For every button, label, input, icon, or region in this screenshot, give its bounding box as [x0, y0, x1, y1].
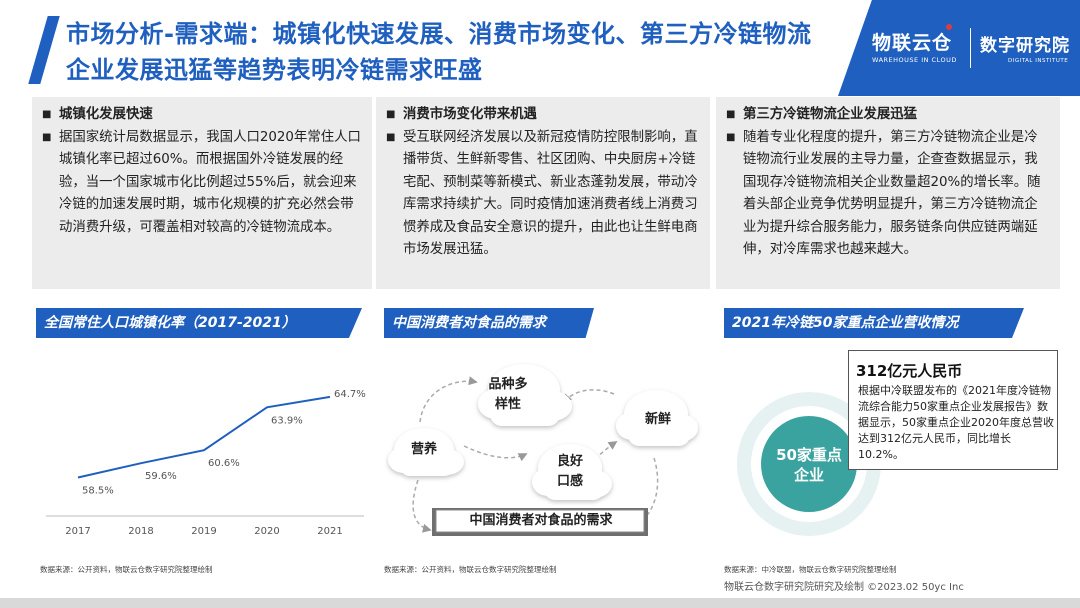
data-label: 58.5% — [82, 486, 114, 497]
cloud-label-nutrition: 营养 — [410, 442, 437, 457]
ring-inner — [761, 416, 857, 512]
cloud-label-variety-text: 品种多样性 — [488, 377, 528, 412]
panel-third-party: ■ 第三方冷链物流企业发展迅猛 ■ 随着专业化程度的提升，第三方冷链物流企业是冷链物… — [716, 97, 1060, 289]
brand-logo: 物联云仓 WAREHOUSE IN CLOUD 数字研究院 DIGITAL IN… — [838, 0, 1080, 96]
dashed-arrow — [419, 376, 478, 423]
logo-divider — [970, 28, 971, 68]
cloud-freshness — [616, 390, 698, 446]
series-line — [77, 395, 331, 479]
cloud-label-freshness: 新鲜 — [644, 412, 671, 427]
logo-dot-icon — [946, 24, 952, 30]
dashed-arrow — [412, 479, 432, 533]
revenue-text: 根据中冷联盟发布的《2021年度冷链物流综合能力50家重点企业发展报告》数据显示… — [858, 384, 1054, 461]
cloud-nutrition — [388, 428, 464, 476]
title-accent-bar — [28, 16, 60, 84]
source-note-food: 数据来源：公开资料，物联云仓数字研究院整理绘制 — [384, 565, 557, 574]
panel-body: 随着专业化程度的提升，第三方冷链物流企业是冷链物流行业发展的主导力量，企查查数据… — [743, 129, 1041, 258]
revenue-callout-box — [848, 350, 1058, 470]
urbanization-line-chart: 58.5% 2017 59.6% 2018 60.6% 2019 63.9% 2020 64.7… — [46, 389, 366, 537]
panel-body: 据国家统计局数据显示，我国人口2020年常住人口城镇化率已超过60%。而根据国外… — [59, 129, 361, 235]
panel-urbanization: ■ 城镇化发展快速 ■ 据国家统计局数据显示，我国人口2020年常住人口城镇化率已超… — [32, 97, 372, 289]
footer-credit: 物联云仓数字研究院研究及绘制 ©2023.02 50yc Inc — [724, 582, 964, 593]
panel-heading: 消费市场变化带来机遇 — [403, 107, 537, 122]
section-head-urbanization: 全国常住人口城镇化率（2017-2021） — [36, 308, 362, 338]
data-label: 60.6% — [208, 458, 240, 469]
ring-label: 50家重点企业 — [776, 446, 842, 484]
bullet-square-icon: ■ — [386, 131, 396, 143]
dashed-arrow — [573, 441, 618, 479]
cloud-variety — [478, 364, 572, 426]
section-head-food: 中国消费者对食品的需求 — [384, 308, 594, 338]
bullet-square-icon: ■ — [726, 109, 736, 120]
revenue-headline: 312亿元人民币 — [856, 362, 963, 380]
x-tick-label: 2018 — [128, 526, 153, 537]
footer-bar — [0, 598, 1080, 608]
food-label-box — [435, 509, 645, 533]
panel-heading: 第三方冷链物流企业发展迅猛 — [743, 107, 918, 122]
panel-heading: 城镇化发展快速 — [59, 107, 153, 122]
x-tick-label: 2017 — [65, 526, 90, 537]
dashed-arrow — [562, 389, 615, 404]
logo-side-text: 数字研究院 — [980, 36, 1070, 56]
cloud-label-taste-text: 良好口感 — [556, 454, 583, 489]
food-center-label: 中国消费者对食品的需求 — [469, 513, 613, 528]
cloud-taste — [532, 444, 612, 500]
bullet-square-icon: ■ — [726, 131, 736, 143]
data-label: 63.9% — [271, 415, 303, 426]
logo-side-subtext: DIGITAL INSTITUTE — [1008, 58, 1069, 64]
panel-body: 受互联网经济发展以及新冠疫情防控限制影响，直播带货、生鲜新零售、社区团购、中央厨… — [403, 129, 698, 258]
logo-main-subtext: WAREHOUSE IN CLOUD — [872, 56, 957, 64]
page-title: 市场分析-需求端：城镇化快速发展、消费市场变化、第三方冷链物流企业发展迅猛等趋势… — [66, 20, 812, 84]
bullet-square-icon: ■ — [42, 109, 52, 120]
revenue-ring — [737, 392, 881, 536]
x-tick-label: 2020 — [254, 526, 279, 537]
cloud-label-taste: 良好口感 — [550, 452, 590, 492]
x-tick-label: 2021 — [317, 526, 342, 537]
data-label: 59.6% — [145, 471, 177, 482]
dashed-arrow — [463, 445, 528, 462]
logo-main-text: 物联云仓 — [872, 32, 953, 54]
bullet-square-icon: ■ — [386, 109, 396, 120]
bullet-square-icon: ■ — [42, 131, 52, 143]
source-note-revenue: 数据来源：中冷联盟，物联云仓数字研究院整理绘制 — [724, 565, 897, 574]
x-tick-label: 2019 — [191, 526, 216, 537]
data-label: 64.7% — [334, 389, 366, 400]
food-demand-diagram — [388, 364, 698, 536]
section-head-revenue: 2021年冷链50家重点企业营收情况 — [724, 308, 1024, 338]
source-note-urbanization: 数据来源：公开资料，物联云仓数字研究院整理绘制 — [40, 565, 213, 574]
cloud-label-variety: 品种多样性 — [486, 375, 530, 415]
panel-consumption: ■ 消费市场变化带来机遇 ■ 受互联网经济发展以及新冠疫情防控限制影响，直播带货、生… — [376, 97, 710, 289]
